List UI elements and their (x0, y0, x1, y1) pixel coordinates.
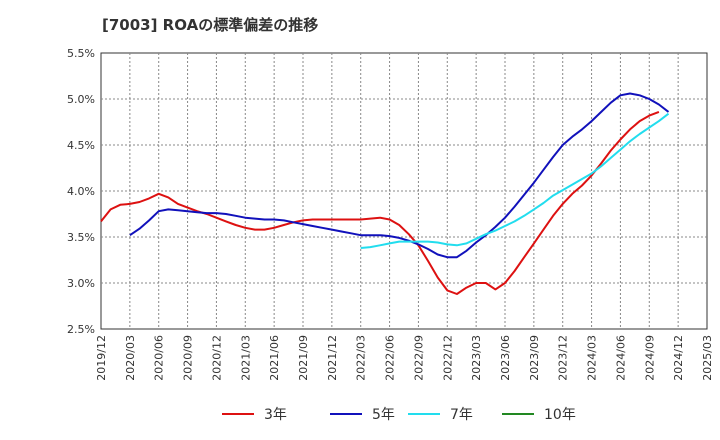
x-tick-label: 2024/06 (614, 335, 627, 381)
x-tick-label: 2021/12 (326, 335, 339, 381)
legend: 3年 5年 7年 10年 (222, 407, 576, 423)
legend-label-5年: 5年 (372, 407, 395, 423)
legend-label-10年: 10年 (544, 407, 576, 423)
x-tick-label: 2024/03 (586, 335, 599, 381)
x-tick-label: 2025/03 (701, 335, 714, 381)
x-tick-label: 2020/03 (124, 335, 137, 381)
y-tick-label: 2.5% (67, 323, 95, 336)
x-tick-label: 2023/06 (499, 335, 512, 381)
y-tick-label: 4.5% (67, 139, 95, 152)
x-axis: 2019/12 2020/03 2020/06 2020/09 2020/12 2021/… (95, 335, 714, 381)
series-line-5年 (129, 92, 670, 259)
series-line-7年 (360, 112, 670, 249)
x-tick-label: 2022/09 (412, 335, 425, 381)
plot-area (100, 52, 708, 330)
x-tick-label: 2020/06 (153, 335, 166, 381)
x-tick-label: 2019/12 (95, 335, 108, 381)
x-tick-label: 2021/03 (239, 335, 252, 381)
y-tick-label: 3.5% (67, 231, 95, 244)
y-axis: 2.5% 3.0% 3.5% 4.0% 4.5% 5.0% 5.5% (67, 47, 95, 336)
x-tick-label: 2023/09 (528, 335, 541, 381)
x-tick-label: 2024/09 (643, 335, 656, 381)
legend-label-3年: 3年 (264, 407, 287, 423)
series-line-3年 (100, 110, 660, 295)
x-tick-label: 2021/06 (268, 335, 281, 381)
y-tick-label: 5.0% (67, 93, 95, 106)
grid (101, 53, 707, 329)
x-tick-label: 2024/12 (672, 335, 685, 381)
x-tick-label: 2023/03 (470, 335, 483, 381)
legend-label-7年: 7年 (450, 407, 473, 423)
x-tick-label: 2020/09 (182, 335, 195, 381)
x-tick-label: 2020/12 (210, 335, 223, 381)
x-tick-label: 2023/12 (557, 335, 570, 381)
x-tick-label: 2022/12 (441, 335, 454, 381)
y-tick-label: 3.0% (67, 277, 95, 290)
x-tick-label: 2021/09 (297, 335, 310, 381)
chart-title: [7003] ROAの標準偏差の推移 (102, 16, 318, 34)
x-tick-label: 2022/06 (384, 335, 397, 381)
series-lines (100, 92, 670, 295)
y-tick-label: 5.5% (67, 47, 95, 60)
x-tick-label: 2022/03 (355, 335, 368, 381)
y-tick-label: 4.0% (67, 185, 95, 198)
